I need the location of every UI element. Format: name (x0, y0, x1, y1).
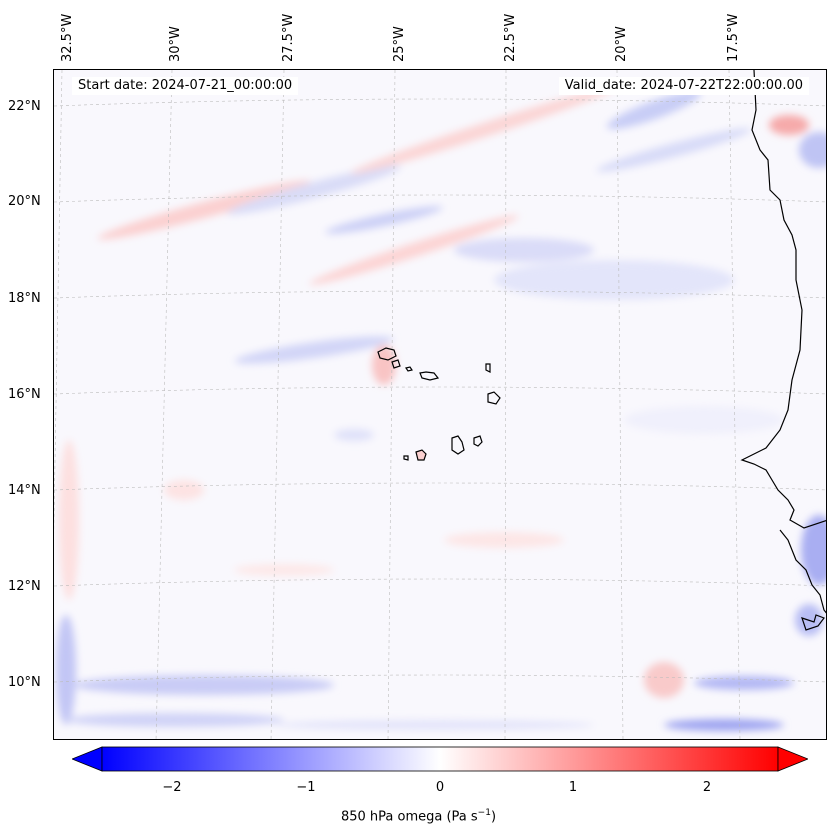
lat-label-12n: 12°N (8, 579, 41, 594)
colorbar-tick: 0 (435, 780, 445, 795)
lat-label-20n: 20°N (8, 194, 41, 209)
lon-label-22-5w: 22.5°W (503, 13, 518, 62)
coastline (740, 70, 826, 631)
graticule (54, 70, 826, 739)
map-panel[interactable] (53, 69, 827, 740)
colorbar-label: 850 hPa omega (Pa s−1) (340, 808, 497, 825)
omega-field-map (54, 70, 826, 739)
lon-label-27-5w: 27.5°W (281, 13, 296, 62)
lat-label-22n: 22°N (8, 99, 41, 114)
colorbar-tick: 1 (568, 780, 578, 795)
lat-label-14n: 14°N (8, 483, 41, 498)
start-date-label: Start date: 2024-07-21_00:00:00 (72, 77, 299, 95)
lon-label-25w: 25°W (392, 26, 407, 62)
colorbar-tick: −1 (296, 780, 316, 795)
cape-verde-islands (377, 347, 501, 461)
lon-label-30w: 30°W (168, 26, 183, 62)
omega-field-patches (56, 86, 826, 731)
valid-date-label: Valid_date: 2024-07-22T22:00:00.00 (558, 77, 809, 95)
colorbar-gradient (101, 746, 779, 772)
colorbar-tick: −2 (162, 780, 182, 795)
lat-label-18n: 18°N (8, 291, 41, 306)
lon-label-17-5w: 17.5°W (726, 13, 741, 62)
colorbar-min-extend (72, 746, 103, 772)
lat-label-10n: 10°N (8, 675, 41, 690)
colorbar (72, 746, 808, 772)
lat-label-16n: 16°N (8, 387, 41, 402)
colorbar-max-extend (777, 746, 808, 772)
colorbar-tick: 2 (702, 780, 712, 795)
lon-label-32-5w: 32.5°W (60, 13, 75, 62)
lon-label-20w: 20°W (614, 26, 629, 62)
